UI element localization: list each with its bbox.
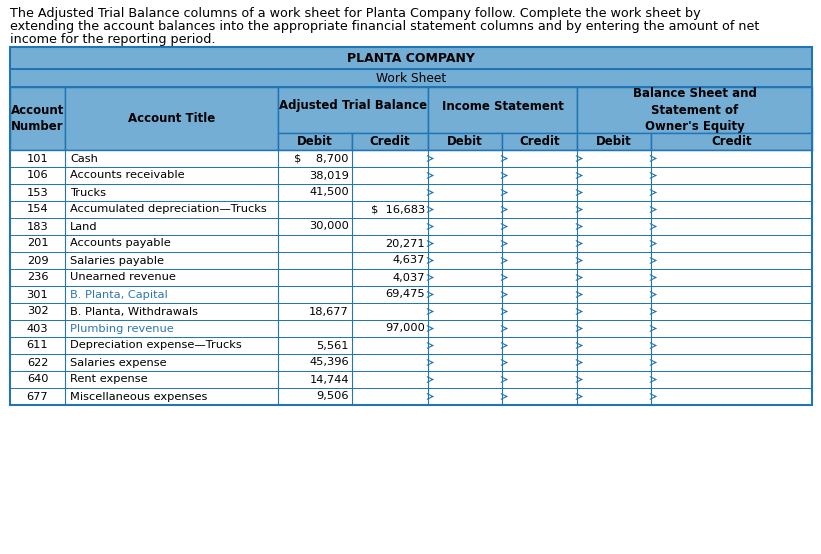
Text: 45,396: 45,396 xyxy=(310,357,349,367)
Text: Credit: Credit xyxy=(711,135,752,148)
Text: 403: 403 xyxy=(27,324,48,334)
Text: Account Title: Account Title xyxy=(128,112,215,125)
Text: Accounts payable: Accounts payable xyxy=(70,239,171,249)
Text: 302: 302 xyxy=(27,306,48,316)
Text: Plumbing revenue: Plumbing revenue xyxy=(70,324,174,334)
Text: Balance Sheet and
Statement of
Owner's Equity: Balance Sheet and Statement of Owner's E… xyxy=(632,87,756,133)
Bar xyxy=(10,303,812,320)
Text: Unearned revenue: Unearned revenue xyxy=(70,273,176,283)
Text: Adjusted Trial Balance: Adjusted Trial Balance xyxy=(279,100,427,112)
Text: B. Planta, Capital: B. Planta, Capital xyxy=(70,290,167,300)
Bar xyxy=(10,354,812,371)
Text: PLANTA COMPANY: PLANTA COMPANY xyxy=(347,52,475,64)
Text: Salaries payable: Salaries payable xyxy=(70,255,164,265)
Bar xyxy=(10,47,812,69)
Text: Depreciation expense—Trucks: Depreciation expense—Trucks xyxy=(70,341,241,351)
Bar xyxy=(577,133,651,150)
Text: 201: 201 xyxy=(27,239,48,249)
Text: 38,019: 38,019 xyxy=(310,171,349,181)
Bar xyxy=(10,218,812,235)
Bar xyxy=(10,87,65,150)
Text: The Adjusted Trial Balance columns of a work sheet for Planta Company follow. Co: The Adjusted Trial Balance columns of a … xyxy=(10,7,700,20)
Text: 69,475: 69,475 xyxy=(385,290,425,300)
Text: Miscellaneous expenses: Miscellaneous expenses xyxy=(70,392,208,402)
Bar xyxy=(10,235,812,252)
Text: Salaries expense: Salaries expense xyxy=(70,357,167,367)
Text: 236: 236 xyxy=(27,273,48,283)
Text: 30,000: 30,000 xyxy=(310,222,349,232)
Text: Debit: Debit xyxy=(596,135,632,148)
Text: $    8,700: $ 8,700 xyxy=(295,153,349,163)
Bar xyxy=(428,87,577,133)
Text: 677: 677 xyxy=(27,392,48,402)
Text: Debit: Debit xyxy=(297,135,333,148)
Text: 209: 209 xyxy=(27,255,48,265)
Text: 154: 154 xyxy=(27,204,48,214)
Bar xyxy=(502,133,577,150)
Text: 18,677: 18,677 xyxy=(310,306,349,316)
Text: 301: 301 xyxy=(26,290,48,300)
Text: 5,561: 5,561 xyxy=(317,341,349,351)
Text: Rent expense: Rent expense xyxy=(70,375,148,384)
Text: 106: 106 xyxy=(27,171,48,181)
Bar xyxy=(577,87,812,133)
Bar xyxy=(278,133,352,150)
Bar xyxy=(10,201,812,218)
Text: 4,037: 4,037 xyxy=(392,273,425,283)
Bar xyxy=(10,150,812,167)
Text: 622: 622 xyxy=(27,357,48,367)
Text: Credit: Credit xyxy=(519,135,560,148)
Text: Accumulated depreciation—Trucks: Accumulated depreciation—Trucks xyxy=(70,204,267,214)
Bar xyxy=(10,320,812,337)
Bar xyxy=(428,133,502,150)
Bar xyxy=(10,337,812,354)
Bar xyxy=(10,286,812,303)
Bar xyxy=(651,133,812,150)
Text: 611: 611 xyxy=(27,341,48,351)
Text: extending the account balances into the appropriate financial statement columns : extending the account balances into the … xyxy=(10,20,759,33)
Text: Work Sheet: Work Sheet xyxy=(376,71,446,85)
Bar xyxy=(10,133,812,150)
Bar xyxy=(10,47,812,405)
Bar xyxy=(10,388,812,405)
Text: Account
Number: Account Number xyxy=(11,104,64,134)
Text: Accounts receivable: Accounts receivable xyxy=(70,171,185,181)
Text: 9,506: 9,506 xyxy=(317,392,349,402)
Bar xyxy=(278,87,428,133)
Text: 14,744: 14,744 xyxy=(310,375,349,384)
Text: $  16,683: $ 16,683 xyxy=(371,204,425,214)
Text: 101: 101 xyxy=(26,153,48,163)
Text: Debit: Debit xyxy=(447,135,483,148)
Bar xyxy=(10,87,812,133)
Text: 183: 183 xyxy=(26,222,48,232)
Text: 41,500: 41,500 xyxy=(310,187,349,197)
Bar xyxy=(10,69,812,87)
Text: Credit: Credit xyxy=(369,135,410,148)
Text: Trucks: Trucks xyxy=(70,187,106,197)
Bar xyxy=(10,167,812,184)
Bar xyxy=(352,133,428,150)
Bar xyxy=(65,87,278,150)
Bar xyxy=(10,371,812,388)
Text: 4,637: 4,637 xyxy=(392,255,425,265)
Text: 97,000: 97,000 xyxy=(385,324,425,334)
Text: 153: 153 xyxy=(26,187,48,197)
Text: 640: 640 xyxy=(27,375,48,384)
Bar xyxy=(10,184,812,201)
Text: Income Statement: Income Statement xyxy=(442,100,563,112)
Bar xyxy=(10,252,812,269)
Text: B. Planta, Withdrawals: B. Planta, Withdrawals xyxy=(70,306,198,316)
Text: income for the reporting period.: income for the reporting period. xyxy=(10,33,215,46)
Text: 20,271: 20,271 xyxy=(385,239,425,249)
Text: Cash: Cash xyxy=(70,153,98,163)
Text: Land: Land xyxy=(70,222,98,232)
Bar xyxy=(10,269,812,286)
